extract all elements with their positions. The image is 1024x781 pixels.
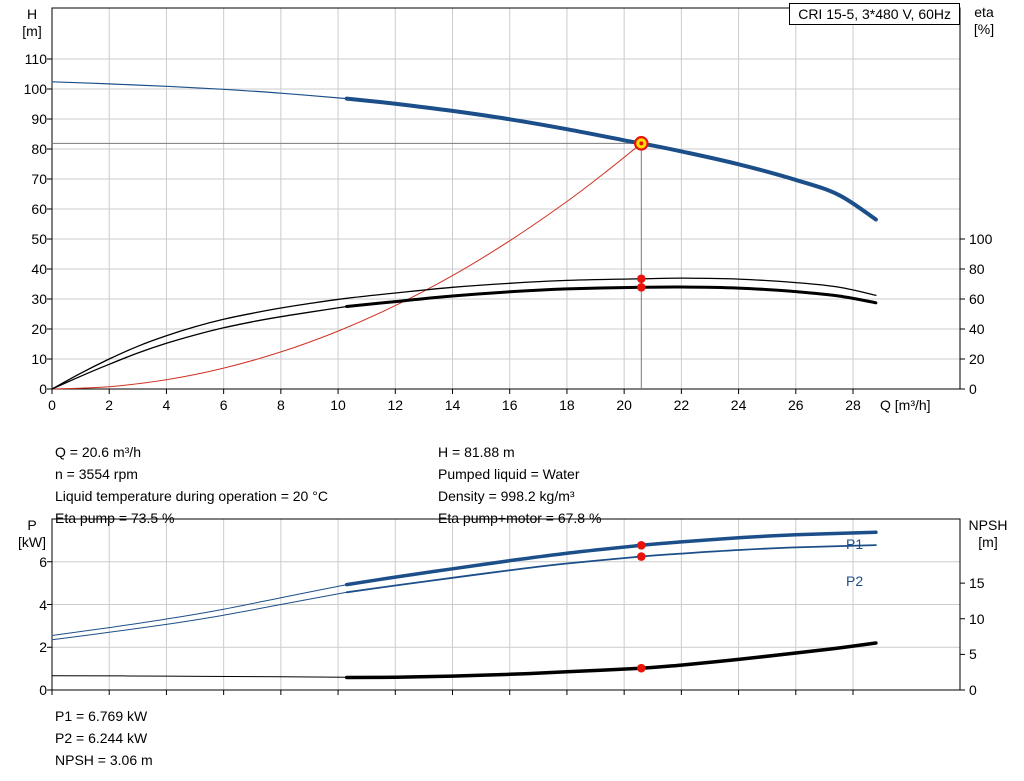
x-tick-label: 8 bbox=[276, 397, 285, 413]
result-p2: P2 = 6.244 kW bbox=[55, 730, 148, 746]
npsh-axis-label-unit: [m] bbox=[978, 534, 998, 550]
annotation-pumped-liquid: Pumped liquid = Water bbox=[438, 466, 580, 482]
y-left-tick-label: 0 bbox=[39, 381, 47, 397]
result-p1: P1 = 6.769 kW bbox=[55, 708, 148, 724]
series-head-curve bbox=[344, 96, 878, 222]
p-axis-label: P [kW] bbox=[14, 517, 50, 551]
y-left-tick-label: 80 bbox=[31, 141, 47, 157]
y-right-tick-label: 15 bbox=[969, 575, 985, 592]
y-right-tick-label: 80 bbox=[969, 261, 985, 277]
annotation-eta-pump: Eta pump = 73.5 % bbox=[55, 510, 175, 526]
y-left-tick-label: 110 bbox=[24, 51, 47, 67]
series-eta-pump bbox=[51, 277, 877, 390]
x-tick-label: 12 bbox=[387, 397, 404, 413]
series-eta-pump-motor-extrapolated bbox=[51, 305, 348, 390]
marker-p1-point bbox=[637, 541, 646, 550]
series-p2 bbox=[345, 544, 877, 594]
x-tick-label: 10 bbox=[330, 397, 346, 413]
annotation-speed: n = 3554 rpm bbox=[55, 466, 138, 482]
x-tick-label: 26 bbox=[787, 397, 804, 413]
x-axis-label: Q [m³/h] bbox=[880, 397, 931, 413]
marker-p2-point bbox=[637, 552, 646, 561]
duty-annotations-right: H = 81.88 m Pumped liquid = Water Densit… bbox=[438, 441, 601, 529]
curve-label-P2: P2 bbox=[846, 573, 864, 589]
y-right-tick-label: 60 bbox=[969, 291, 985, 307]
y-left-tick-label: 40 bbox=[31, 261, 47, 277]
series-npsh-extrapolated bbox=[51, 675, 348, 678]
y-left-tick-label: 2 bbox=[39, 639, 47, 656]
x-tick-label: 24 bbox=[730, 397, 747, 413]
eta-axis-label-symbol: eta bbox=[974, 4, 994, 20]
series-system-curve bbox=[51, 142, 642, 390]
marker-eta-pump-point bbox=[637, 274, 646, 284]
y-right-tick-label: 5 bbox=[969, 646, 977, 663]
y-right-tick-label: 40 bbox=[969, 321, 985, 337]
annotation-density: Density = 998.2 kg/m³ bbox=[438, 488, 575, 504]
y-right-tick-label: 0 bbox=[969, 682, 977, 698]
y-left-tick-label: 90 bbox=[31, 111, 47, 127]
marker-npsh-point bbox=[637, 663, 646, 673]
series-p2-extrapolated bbox=[51, 591, 348, 641]
y-left-tick-label: 30 bbox=[31, 291, 47, 307]
x-tick-label: 18 bbox=[559, 397, 575, 413]
y-right-tick-label: 10 bbox=[969, 610, 985, 627]
eta-axis-label: eta [%] bbox=[966, 4, 1002, 38]
series-p1 bbox=[344, 530, 878, 587]
plot-frame bbox=[51, 7, 961, 390]
npsh-axis-label-symbol: NPSH bbox=[968, 517, 1008, 533]
duty-annotations-left: Q = 20.6 m³/h n = 3554 rpm Liquid temper… bbox=[55, 441, 328, 529]
y-right-tick-label: 0 bbox=[969, 381, 977, 397]
x-tick-label: 6 bbox=[219, 397, 228, 413]
annotation-eta-pump-motor: Eta pump+motor = 67.8 % bbox=[438, 510, 602, 526]
x-tick-label: 4 bbox=[162, 397, 171, 413]
annotation-flow: Q = 20.6 m³/h bbox=[55, 444, 141, 460]
p-axis-label-symbol: P bbox=[27, 517, 37, 533]
npsh-axis-label: NPSH [m] bbox=[962, 517, 1014, 551]
series-p1-extrapolated bbox=[51, 584, 348, 636]
marker-duty-point-center bbox=[639, 141, 644, 146]
curve-label-P1: P1 bbox=[846, 536, 864, 552]
x-tick-label: 16 bbox=[501, 397, 518, 413]
y-left-tick-label: 0 bbox=[39, 682, 47, 698]
p-axis-label-unit: [kW] bbox=[18, 534, 46, 550]
plot-frame bbox=[51, 518, 961, 691]
result-npsh: NPSH = 3.06 m bbox=[55, 752, 153, 768]
y-left-tick-label: 60 bbox=[31, 201, 47, 217]
y-left-tick-label: 4 bbox=[39, 596, 47, 613]
h-axis-label-unit: [m] bbox=[22, 23, 42, 39]
y-right-tick-label: 20 bbox=[969, 351, 985, 367]
eta-axis-label-unit: [%] bbox=[973, 21, 995, 37]
y-left-tick-label: 10 bbox=[31, 351, 47, 367]
annotation-liquid-temperature: Liquid temperature during operation = 20… bbox=[55, 488, 328, 504]
pump-title-box: CRI 15-5, 3*480 V, 60Hz bbox=[789, 3, 960, 25]
x-tick-label: 22 bbox=[673, 397, 690, 413]
pump-title: CRI 15-5, 3*480 V, 60Hz bbox=[798, 6, 951, 22]
h-axis-label-symbol: H bbox=[26, 6, 38, 22]
result-annotations: P1 = 6.769 kW P2 = 6.244 kW NPSH = 3.06 … bbox=[55, 705, 153, 771]
y-left-tick-label: 70 bbox=[31, 171, 47, 187]
x-tick-label: 0 bbox=[48, 397, 56, 413]
y-right-tick-label: 100 bbox=[969, 231, 993, 247]
x-tick-label: 28 bbox=[845, 397, 861, 413]
x-tick-label: 14 bbox=[444, 397, 461, 413]
annotation-head: H = 81.88 m bbox=[438, 444, 515, 460]
y-left-tick-label: 6 bbox=[39, 553, 47, 570]
series-head-curve-extrapolated bbox=[51, 81, 348, 100]
x-tick-label: 20 bbox=[616, 397, 632, 413]
y-left-tick-label: 50 bbox=[31, 231, 47, 247]
y-left-tick-label: 100 bbox=[23, 81, 47, 97]
y-left-tick-label: 20 bbox=[31, 321, 47, 337]
x-tick-label: 2 bbox=[105, 397, 114, 413]
h-axis-label: H [m] bbox=[14, 6, 50, 40]
marker-eta-pump-motor-point bbox=[637, 283, 646, 292]
